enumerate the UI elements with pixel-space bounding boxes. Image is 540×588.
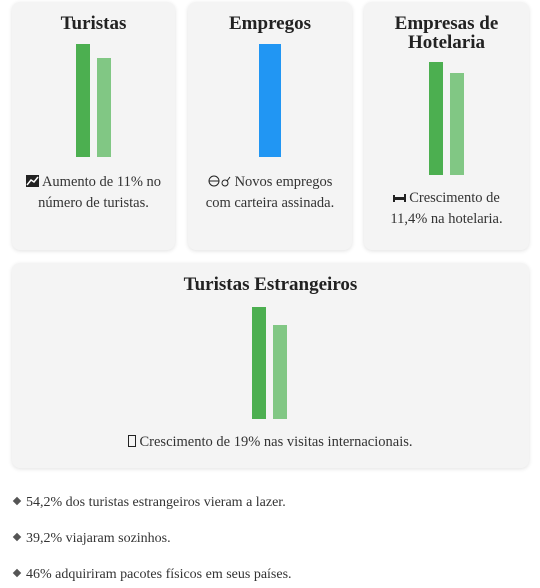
bar xyxy=(259,44,281,157)
card-title: Empresas de Hotelaria xyxy=(394,13,499,53)
fact: 54,2% dos turistas estrangeiros vieram a… xyxy=(12,495,286,511)
card: Empresas de Hotelaria Crescimento de 11,… xyxy=(364,2,529,250)
card-text: Novos empregos com carteira assinada. xyxy=(198,172,342,214)
bar xyxy=(273,325,287,419)
icon xyxy=(393,194,407,202)
fact: 46% adquiriram pacotes físicos em seus p… xyxy=(12,567,292,583)
card-text-content: Crescimento de 11,4% na hotelaria. xyxy=(390,190,503,227)
card-title: Turistas Estrangeiros xyxy=(183,274,358,295)
icon xyxy=(128,435,137,447)
icon xyxy=(25,175,39,187)
card-text: Crescimento de 19% nas visitas internaci… xyxy=(22,432,519,453)
fact-text: 46% adquiriram pacotes físicos em seus p… xyxy=(26,567,292,582)
bar xyxy=(97,58,111,157)
card-text: Crescimento de 11,4% na hotelaria. xyxy=(374,188,519,230)
fact: 39,2% viajaram sozinhos. xyxy=(12,531,171,547)
card-text-content: Novos empregos com carteira assinada. xyxy=(205,174,335,211)
card-text: Aumento de 11% no número de turistas. xyxy=(22,172,165,214)
bar xyxy=(450,73,464,175)
bar xyxy=(76,44,90,157)
fact-text: 54,2% dos turistas estrangeiros vieram a… xyxy=(26,495,286,510)
card-text-content: Crescimento de 19% nas visitas internaci… xyxy=(139,434,413,450)
card: Turistas Estrangeiros Crescimento de 19%… xyxy=(12,263,529,468)
bar xyxy=(429,62,443,175)
card-text-content: Aumento de 11% no número de turistas. xyxy=(38,174,162,211)
bar xyxy=(252,307,266,419)
card-title: Empregos xyxy=(229,13,311,34)
card: Turistas Aumento de 11% no número de tur… xyxy=(12,2,175,250)
icon xyxy=(208,175,230,187)
card: Empregos Novos empregos com carteira ass… xyxy=(188,2,352,250)
card-title: Turistas xyxy=(60,13,127,34)
fact-text: 39,2% viajaram sozinhos. xyxy=(26,531,171,546)
